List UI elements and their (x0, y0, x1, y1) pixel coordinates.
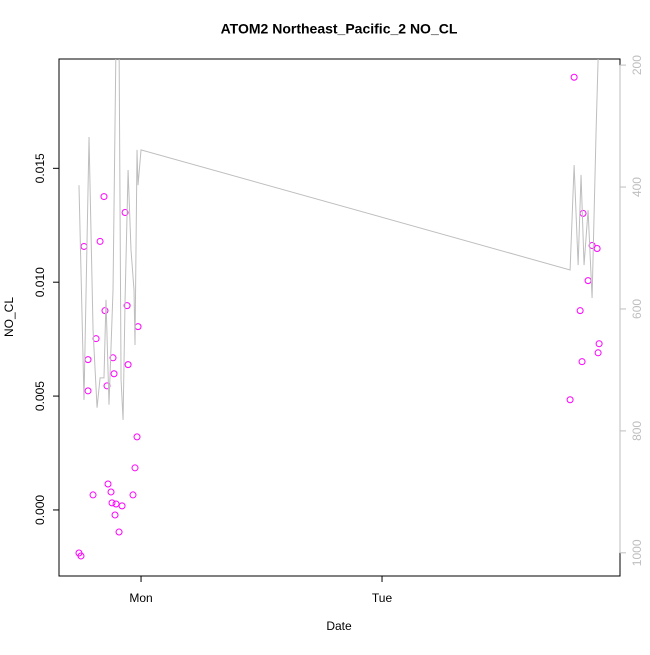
data-point (112, 500, 120, 508)
data-point (123, 302, 131, 310)
data-point (578, 358, 586, 366)
plot-area (75, 59, 603, 560)
data-point (108, 499, 116, 507)
data-point (96, 237, 104, 245)
data-point (124, 361, 132, 369)
plot-frame (58, 58, 621, 577)
x-tick-label: Tue (372, 591, 393, 605)
y2-tick-label: 1000 (630, 539, 644, 566)
data-point (77, 552, 85, 560)
y-tick-label: 0.015 (33, 153, 47, 183)
y-tick-label: 0.010 (33, 267, 47, 297)
data-point (107, 488, 115, 496)
data-point (129, 491, 137, 499)
data-point (593, 244, 601, 252)
y-tick-label: 0.005 (33, 381, 47, 411)
data-point (570, 73, 578, 81)
data-point (133, 433, 141, 441)
data-point (579, 209, 587, 217)
data-point (594, 349, 602, 357)
data-point (100, 193, 108, 201)
data-point (80, 242, 88, 250)
data-point (588, 242, 596, 250)
y2-tick-label: 800 (630, 421, 644, 441)
y2-tick-label: 200 (630, 55, 644, 75)
x-axis-label: Date (326, 619, 352, 633)
x-tick-label: Mon (129, 591, 152, 605)
data-point (110, 370, 118, 378)
chart-title: ATOM2 Northeast_Pacific_2 NO_CL (221, 21, 458, 37)
data-point (121, 209, 129, 217)
data-point (84, 387, 92, 395)
data-point (89, 491, 97, 499)
y2-tick-label: 600 (630, 299, 644, 319)
data-point (84, 356, 92, 364)
data-point (584, 277, 592, 285)
data-point (111, 511, 119, 519)
data-point (595, 340, 603, 348)
data-point (566, 396, 574, 404)
y-tick-label: 0.000 (33, 495, 47, 525)
data-point (109, 354, 117, 362)
data-point (101, 307, 109, 315)
data-point (134, 323, 142, 331)
y-axis-label: NO_CL (2, 297, 16, 337)
data-point (115, 528, 123, 536)
series-line (78, 59, 599, 420)
data-point (118, 502, 126, 510)
data-point (576, 307, 584, 315)
data-point (104, 480, 112, 488)
y2-tick-label: 400 (630, 177, 644, 197)
data-point (131, 464, 139, 472)
